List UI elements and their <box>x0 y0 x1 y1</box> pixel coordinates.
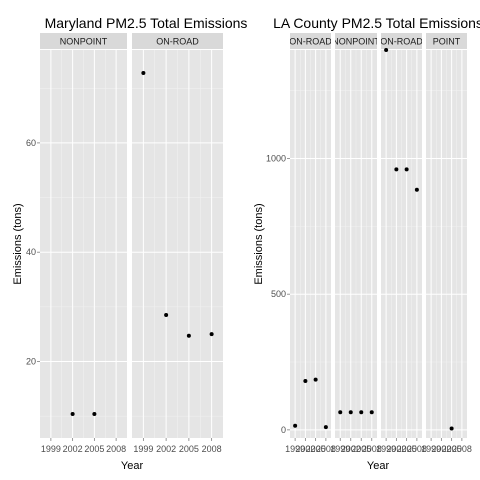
x-tick-label: 2008 <box>362 444 382 454</box>
x-tick-label: 1999 <box>133 444 153 454</box>
y-tick-label: 1000 <box>266 154 286 164</box>
data-point <box>313 377 318 382</box>
y-tick-label: 20 <box>26 356 36 366</box>
x-tick-label: 2008 <box>106 444 126 454</box>
facet-strip-label: POINT <box>433 37 461 47</box>
data-point <box>164 313 169 318</box>
chart-title: Maryland PM2.5 Total Emissions <box>45 15 248 31</box>
data-point <box>70 411 75 416</box>
x-tick-label: 1999 <box>330 444 350 454</box>
x-tick-label: 2002 <box>341 444 361 454</box>
y-tick-label: 60 <box>26 138 36 148</box>
data-point <box>394 167 399 172</box>
data-point <box>209 332 214 337</box>
y-tick-label: 0 <box>281 425 286 435</box>
x-tick-label: 2008 <box>202 444 222 454</box>
facet-strip <box>426 33 467 49</box>
data-point <box>449 426 454 431</box>
x-tick-label: 2008 <box>452 444 472 454</box>
x-tick-label: 2005 <box>84 444 104 454</box>
chart-title: LA County PM2.5 Total Emissions <box>273 15 480 31</box>
x-tick-label: 1999 <box>285 444 305 454</box>
data-point <box>414 187 419 192</box>
data-point <box>404 167 409 172</box>
x-tick-label: 2002 <box>431 444 451 454</box>
y-axis-title: Emissions (tons) <box>12 203 24 284</box>
facet-strip <box>290 33 331 49</box>
data-point <box>369 410 374 415</box>
x-tick-label: 2002 <box>156 444 176 454</box>
facet-strip <box>381 33 422 49</box>
y-axis-title: Emissions (tons) <box>253 203 265 284</box>
facet-strip <box>132 33 223 49</box>
x-tick-label: 2008 <box>316 444 336 454</box>
data-point <box>348 410 353 415</box>
x-axis-title: Year <box>121 460 144 472</box>
x-tick-label: 1999 <box>376 444 396 454</box>
x-tick-label: 1999 <box>41 444 61 454</box>
data-point <box>338 410 343 415</box>
x-tick-label: 2008 <box>407 444 427 454</box>
y-tick-label: 40 <box>26 247 36 257</box>
facet-strip-label: NONPOINT <box>60 37 108 47</box>
data-point <box>303 379 308 384</box>
data-point <box>384 48 389 52</box>
facet-strip-label: ON-ROAD <box>156 37 199 47</box>
data-point <box>92 411 97 416</box>
data-point <box>323 425 328 430</box>
facet-strip-label: NONPOINT <box>332 37 380 47</box>
x-tick-label: 2002 <box>63 444 83 454</box>
facet-strip <box>40 33 127 49</box>
data-point <box>141 70 146 75</box>
x-tick-label: 2005 <box>351 444 371 454</box>
data-point <box>186 333 191 338</box>
x-axis-title: Year <box>367 460 390 472</box>
facet-strip-label: ON-ROAD <box>289 37 332 47</box>
data-point <box>359 410 364 415</box>
x-tick-label: 2005 <box>306 444 326 454</box>
y-tick-label: 500 <box>271 289 286 299</box>
x-tick-label: 1999 <box>421 444 441 454</box>
facet-strip <box>335 33 377 49</box>
x-tick-label: 2005 <box>179 444 199 454</box>
data-point <box>293 423 298 428</box>
x-tick-label: 2005 <box>442 444 462 454</box>
x-tick-label: 2002 <box>295 444 315 454</box>
facet-strip-label: ON-ROAD <box>380 37 423 47</box>
x-tick-label: 2005 <box>397 444 417 454</box>
x-tick-label: 2002 <box>386 444 406 454</box>
chart-2: ON-ROAD1999200220052008NONPOINT199920022… <box>253 15 480 472</box>
